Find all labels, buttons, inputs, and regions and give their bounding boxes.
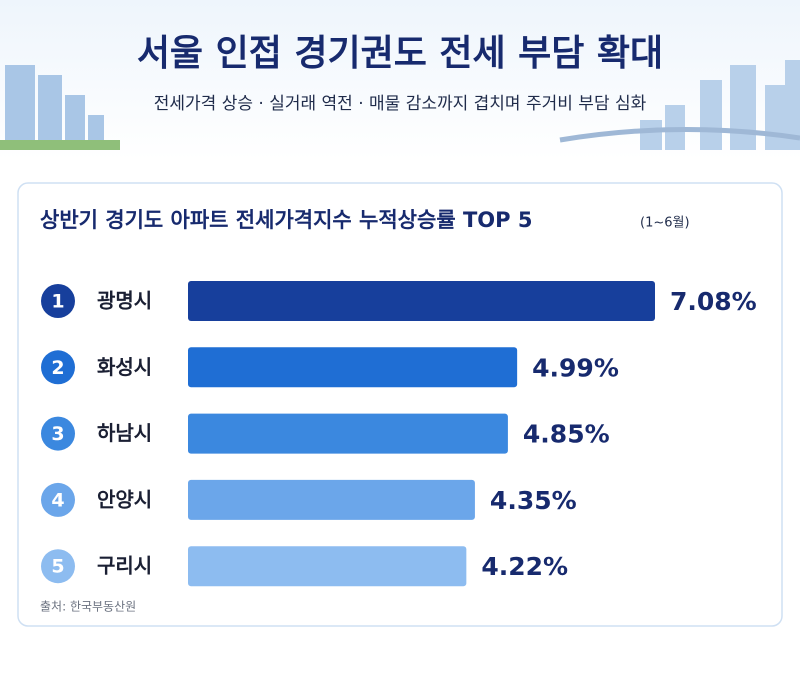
category-label: 광명시 <box>97 289 152 313</box>
trees <box>0 140 120 150</box>
category-label: 구리시 <box>97 554 152 578</box>
value-label: 4.99% <box>532 353 619 382</box>
rank-badge <box>41 416 75 451</box>
bar <box>188 413 508 454</box>
rank-label: 3 <box>51 423 64 445</box>
chart-title: 상반기 경기도 아파트 전세가격지수 누적상승률 TOP 5 <box>40 208 532 232</box>
value-label: 4.85% <box>523 420 610 449</box>
rank-label: 5 <box>51 556 64 578</box>
category-label: 안양시 <box>97 487 152 511</box>
bar <box>188 281 655 321</box>
chart-subtitle: (1~6월) <box>640 216 690 231</box>
bar <box>188 546 467 587</box>
rank-badge <box>41 284 75 318</box>
rank-badge <box>41 350 75 385</box>
category-label: 화성시 <box>97 355 152 379</box>
value-label: 4.35% <box>490 486 577 515</box>
category-label: 하남시 <box>97 421 152 445</box>
rank-badge <box>41 482 75 517</box>
rank-label: 4 <box>51 489 64 511</box>
skyline-left <box>5 65 104 150</box>
page-title: 서울 인접 경기권도 전세 부담 확대 <box>137 33 663 74</box>
bar <box>188 347 518 388</box>
rank-label: 2 <box>51 357 64 379</box>
bridge <box>559 127 800 143</box>
rank-label: 1 <box>51 291 64 313</box>
value-label: 4.22% <box>481 552 568 581</box>
rank-badge <box>41 549 75 584</box>
source: 출처: 한국부동산원 <box>40 600 136 614</box>
page-subtitle: 전세가격 상승 · 실거래 역전 · 매물 감소까지 겹치며 주거비 부담 심화 <box>154 94 647 114</box>
bar <box>188 479 475 520</box>
value-label: 7.08% <box>670 287 757 316</box>
